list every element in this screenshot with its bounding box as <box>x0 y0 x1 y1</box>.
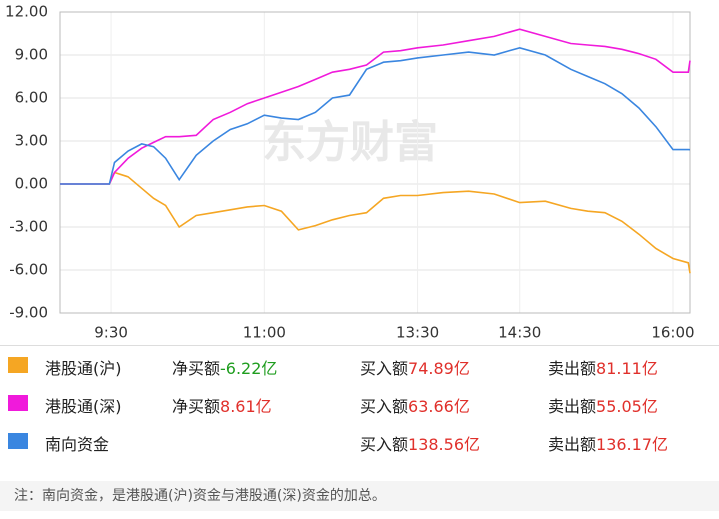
x-tick-label: 14:30 <box>498 324 541 342</box>
legend-row: 南向资金 买入额138.56亿 卖出额136.17亿 <box>0 422 719 460</box>
legend: 港股通(沪) 净买额-6.22亿 买入额74.89亿 卖出额81.11亿 港股通(深) 净… <box>0 345 719 460</box>
legend-net: 净买额-6.22亿 <box>172 355 277 379</box>
legend-label: 卖出额 <box>548 359 597 378</box>
legend-swatch <box>8 357 28 373</box>
legend-label: 买入额 <box>360 359 409 378</box>
legend-value: 74.89亿 <box>408 359 470 378</box>
line <box>60 28 691 185</box>
line <box>60 171 691 274</box>
legend-value: 63.66亿 <box>408 397 470 416</box>
note: 注：南向资金，是港股通(沪)资金与港股通(深)资金的加总。 <box>0 481 719 511</box>
line <box>60 46 691 185</box>
legend-buy: 买入额74.89亿 <box>360 355 470 379</box>
x-tick-label: 16:00 <box>651 324 694 342</box>
legend-swatch <box>8 433 28 449</box>
y-tick-label: -3.00 <box>9 218 48 236</box>
legend-row: 港股通(深) 净买额8.61亿 买入额63.66亿 卖出额55.05亿 <box>0 384 719 422</box>
y-tick-label: 12.00 <box>5 3 48 21</box>
legend-sell: 卖出额55.05亿 <box>548 393 658 417</box>
legend-value: 136.17亿 <box>596 435 669 454</box>
watermark: 东方财富 <box>262 117 438 168</box>
legend-name: 港股通(深) <box>45 397 122 416</box>
legend-value: 81.11亿 <box>596 359 658 378</box>
y-tick-label: 6.00 <box>15 89 48 107</box>
legend-value: -6.22亿 <box>220 359 278 378</box>
legend-value: 138.56亿 <box>408 435 481 454</box>
legend-label: 买入额 <box>360 435 409 454</box>
y-tick-label: -6.00 <box>9 261 48 279</box>
legend-label: 买入额 <box>360 397 409 416</box>
legend-name: 南向资金 <box>45 435 110 454</box>
legend-sell: 卖出额136.17亿 <box>548 431 668 455</box>
legend-label: 卖出额 <box>548 435 597 454</box>
y-tick-label: 0.00 <box>15 175 48 193</box>
chart: 东方财富 12.00 9.00 6.00 3.00 0.00 -3.00 -6.00 -9.0… <box>5 3 695 342</box>
legend-buy: 买入额138.56亿 <box>360 431 480 455</box>
y-tick-label: 3.00 <box>15 132 48 150</box>
legend-sell: 卖出额81.11亿 <box>548 355 658 379</box>
legend-swatch <box>8 395 28 411</box>
x-tick-label: 13:30 <box>396 324 439 342</box>
legend-label: 净买额 <box>172 397 221 416</box>
legend-net: 净买额8.61亿 <box>172 393 272 417</box>
y-tick-label: -9.00 <box>9 304 48 322</box>
legend-label: 卖出额 <box>548 397 597 416</box>
legend-row: 港股通(沪) 净买额-6.22亿 买入额74.89亿 卖出额81.11亿 <box>0 346 719 384</box>
y-tick-label: 9.00 <box>15 46 48 64</box>
legend-label: 净买额 <box>172 359 221 378</box>
plot-frame <box>59 11 691 314</box>
legend-value: 8.61亿 <box>220 397 272 416</box>
x-tick-label: 11:00 <box>243 324 286 342</box>
legend-buy: 买入额63.66亿 <box>360 393 470 417</box>
x-tick-label: 9:30 <box>94 324 128 342</box>
legend-name: 港股通(沪) <box>45 359 122 378</box>
legend-value: 55.05亿 <box>596 397 658 416</box>
